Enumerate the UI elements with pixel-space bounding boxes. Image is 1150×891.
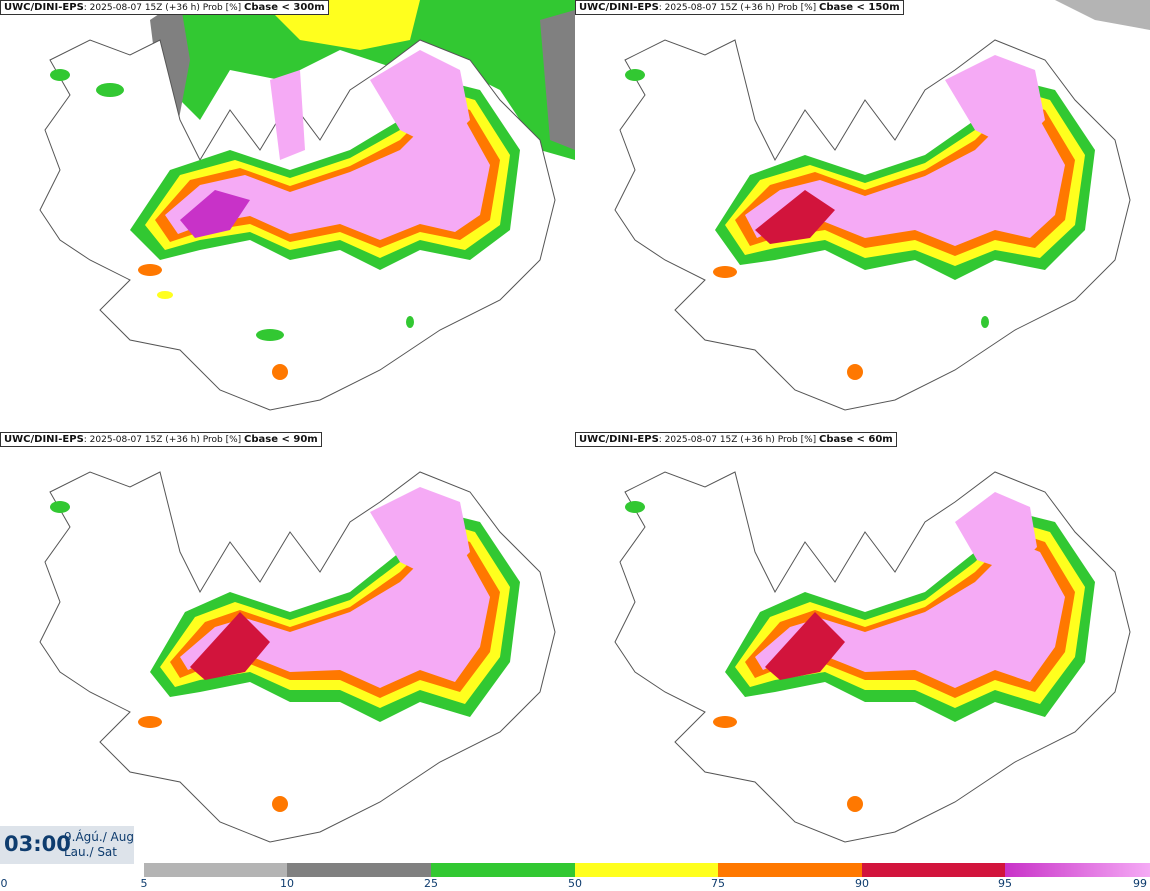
tick-label: 0	[0, 877, 8, 890]
probability-map	[39, 471, 556, 843]
colorbar-seg-75-90	[718, 863, 862, 877]
threshold-label: Cbase < 150m	[819, 2, 900, 13]
model-name: UWC/DINI-EPS	[4, 2, 84, 13]
panel-title: UWC/DINI-EPS: 2025-08-07 15Z (+36 h) Pro…	[575, 432, 897, 447]
colorbar-seg-50-75	[575, 863, 718, 877]
threshold-label: Cbase < 90m	[244, 434, 318, 445]
valid-time-box: 03:00 9.Ágú./ Aug Lau./ Sat	[0, 826, 134, 864]
threshold-label: Cbase < 60m	[819, 434, 893, 445]
tick-label: 99	[1133, 877, 1147, 890]
weekday-label: Lau./ Sat	[64, 845, 117, 859]
panel-title: UWC/DINI-EPS: 2025-08-07 15Z (+36 h) Pro…	[575, 0, 904, 15]
probability-map	[614, 0, 1150, 411]
probability-map	[39, 0, 575, 411]
colorbar-seg-5-10	[144, 863, 287, 877]
colorbar-seg-25-50	[431, 863, 575, 877]
model-name: UWC/DINI-EPS	[4, 434, 84, 445]
valid-time: 03:00	[4, 832, 71, 856]
model-name: UWC/DINI-EPS	[579, 2, 659, 13]
tick-label: 25	[424, 877, 438, 890]
threshold-label: Cbase < 300m	[244, 2, 325, 13]
run-info: : 2025-08-07 15Z (+36 h) Prob [%]	[83, 3, 242, 13]
run-info: : 2025-08-07 15Z (+36 h) Prob [%]	[83, 435, 242, 445]
map-panel-300m: UWC/DINI-EPS: 2025-08-07 15Z (+36 h) Pro…	[0, 0, 575, 430]
tick-label: 75	[711, 877, 725, 890]
tick-label: 10	[280, 877, 294, 890]
tick-label: 50	[568, 877, 582, 890]
tick-label: 90	[855, 877, 869, 890]
run-info: : 2025-08-07 15Z (+36 h) Prob [%]	[658, 435, 817, 445]
colorbar-seg-95-99	[1005, 863, 1150, 877]
map-panel-150m: UWC/DINI-EPS: 2025-08-07 15Z (+36 h) Pro…	[575, 0, 1150, 430]
valid-date: 9.Ágú./ Aug Lau./ Sat	[64, 830, 134, 860]
tick-label: 95	[998, 877, 1012, 890]
map-panel-60m: UWC/DINI-EPS: 2025-08-07 15Z (+36 h) Pro…	[575, 432, 1150, 862]
model-name: UWC/DINI-EPS	[579, 434, 659, 445]
panel-title: UWC/DINI-EPS: 2025-08-07 15Z (+36 h) Pro…	[0, 0, 329, 15]
colorbar-seg-10-25	[287, 863, 431, 877]
colorbar	[144, 863, 1150, 877]
tick-label: 5	[140, 877, 148, 890]
date-label: 9.Ágú./ Aug	[64, 830, 134, 844]
map-panel-90m: UWC/DINI-EPS: 2025-08-07 15Z (+36 h) Pro…	[0, 432, 575, 862]
colorbar-ticks: 0 5 10 25 50 75 90 95 99	[0, 877, 1150, 891]
probability-map	[614, 471, 1131, 843]
colorbar-seg-90-95	[862, 863, 1005, 877]
panel-title: UWC/DINI-EPS: 2025-08-07 15Z (+36 h) Pro…	[0, 432, 322, 447]
run-info: : 2025-08-07 15Z (+36 h) Prob [%]	[658, 3, 817, 13]
